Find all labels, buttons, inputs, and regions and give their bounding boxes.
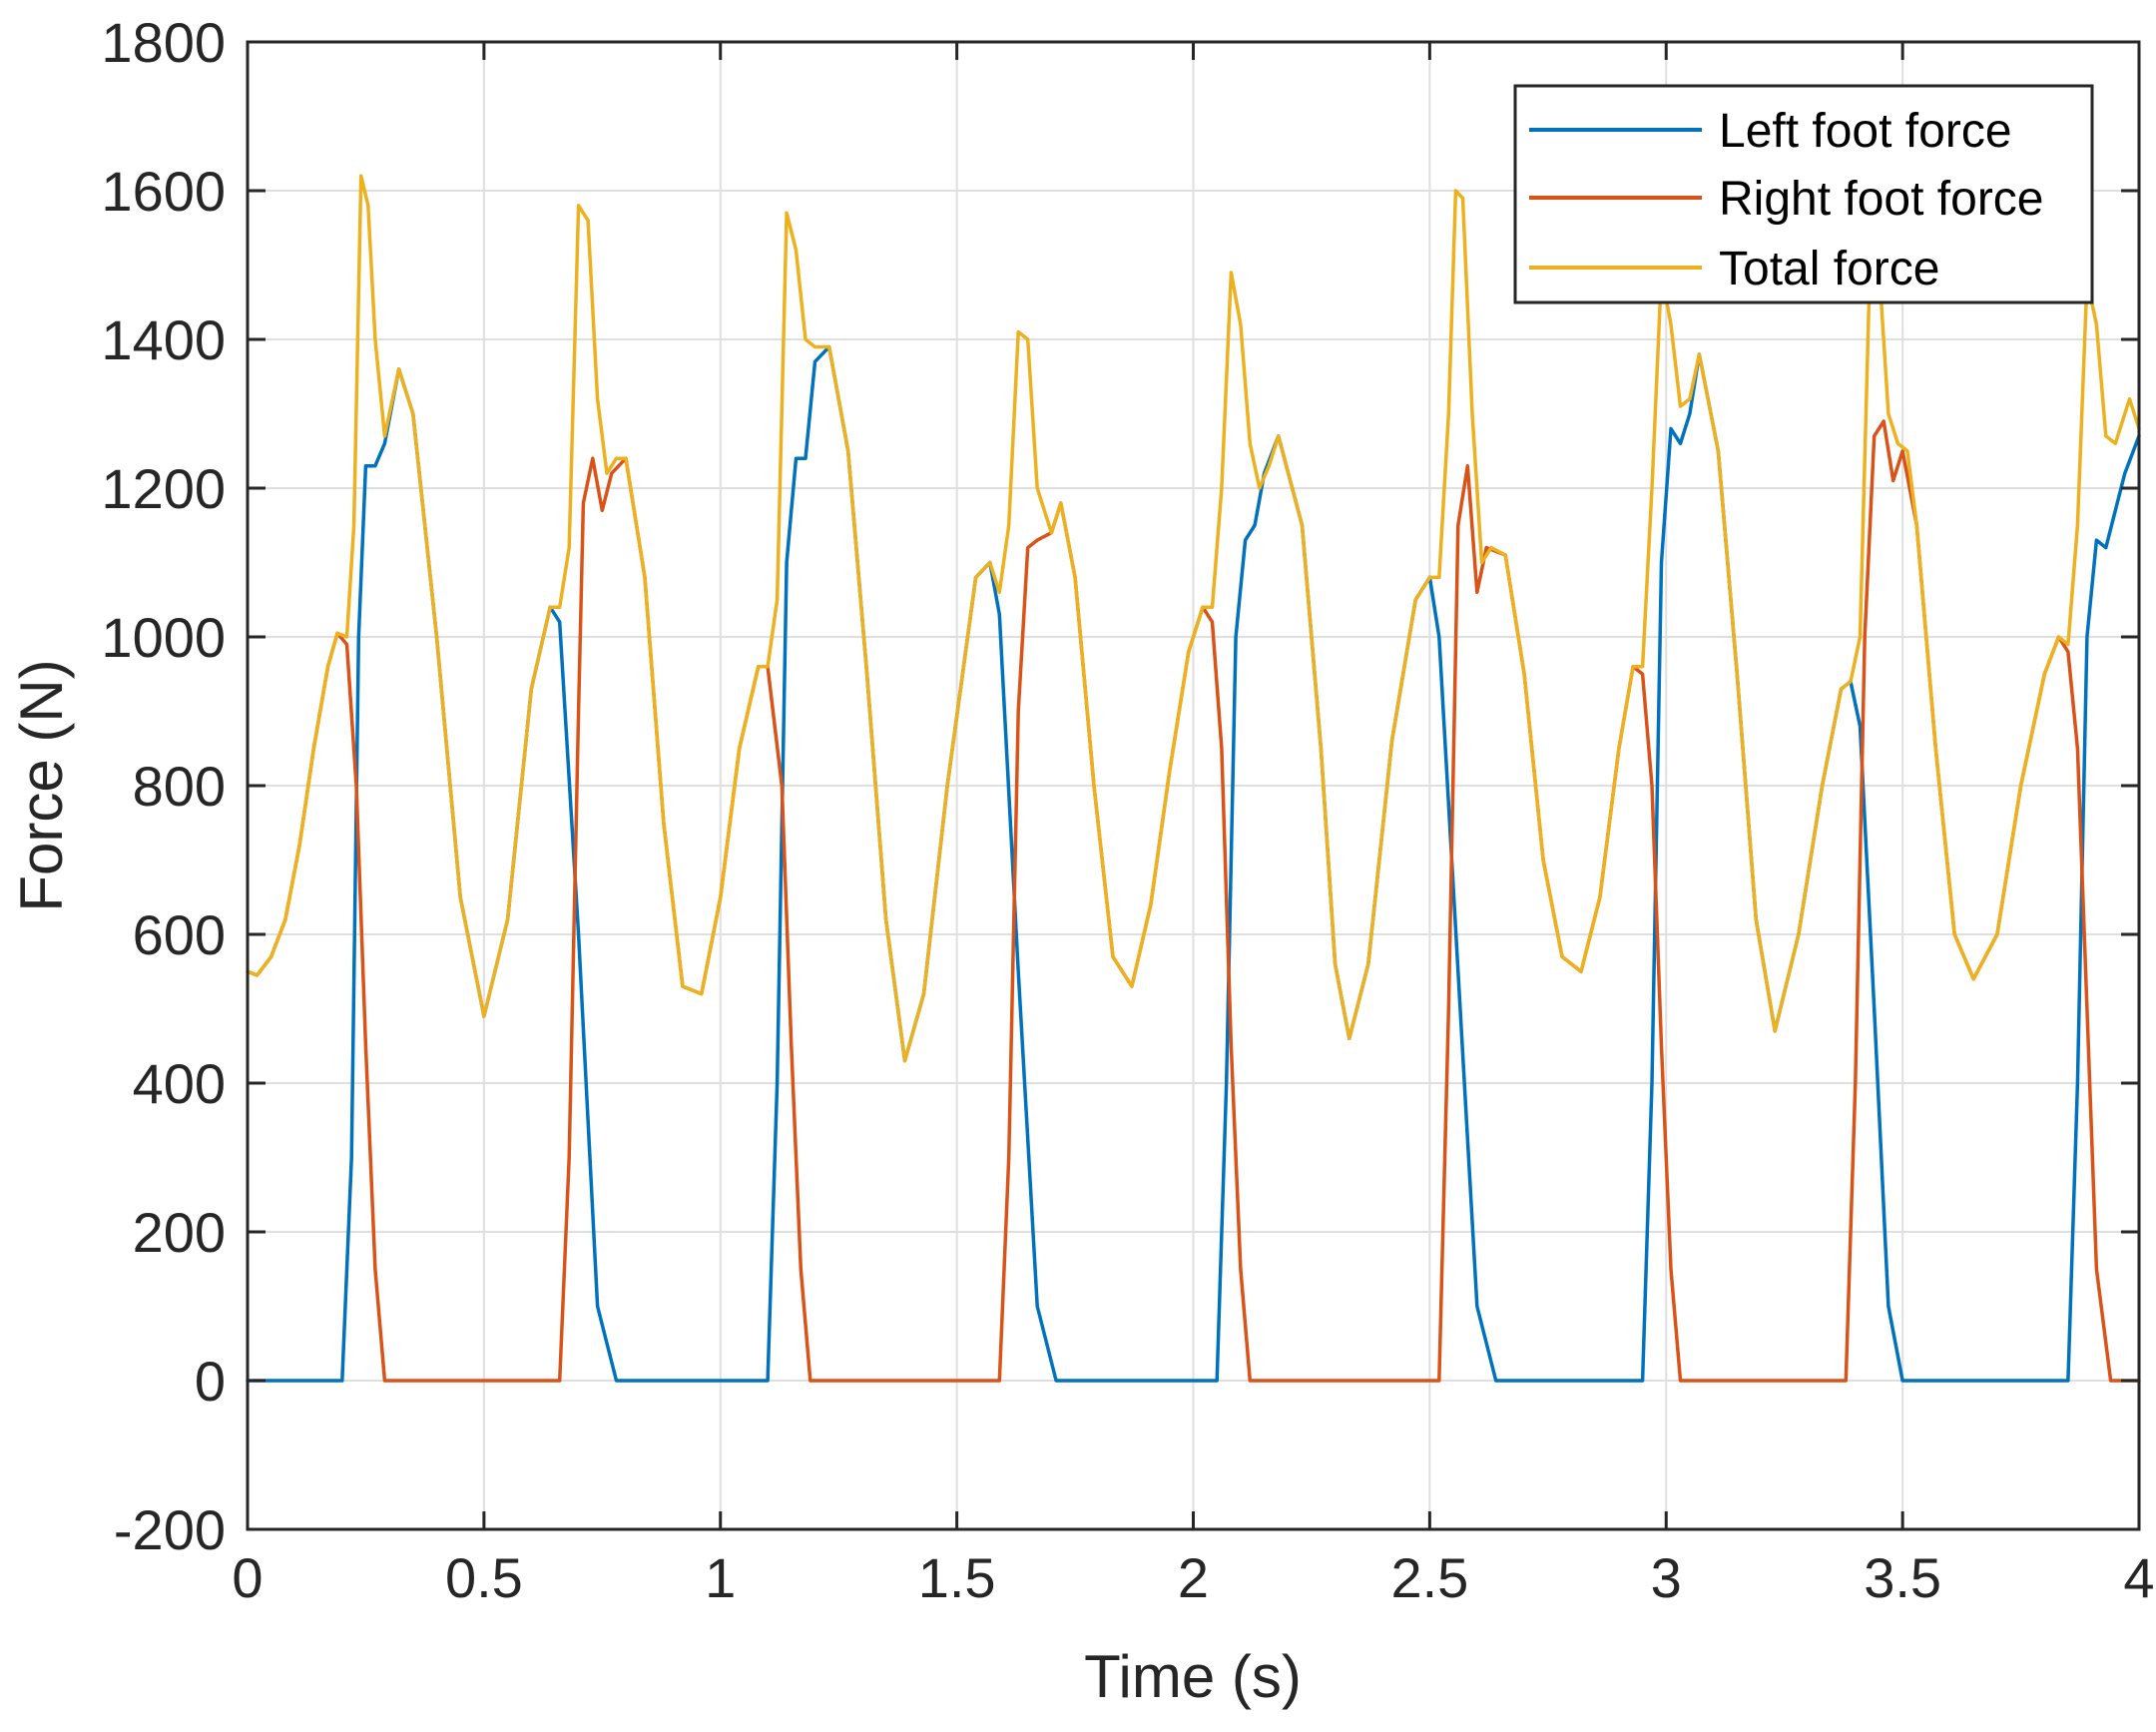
legend-label-total: Total force <box>1719 243 1939 295</box>
y-tick-label: 600 <box>133 903 226 966</box>
x-tick-label: 4 <box>2123 1546 2154 1609</box>
x-tick-label: 1.5 <box>918 1546 996 1609</box>
total-force-line <box>246 174 2141 1063</box>
x-tick-label: 3 <box>1651 1546 1682 1609</box>
x-axis-title: Time (s) <box>1084 1643 1302 1710</box>
ticks <box>246 40 2141 1531</box>
y-tick-label: 0 <box>195 1350 226 1413</box>
x-tick-label: 3.5 <box>1864 1546 1941 1609</box>
x-tick-label: 0.5 <box>445 1546 523 1609</box>
y-tick-label: 200 <box>133 1201 226 1264</box>
y-tick-label: 800 <box>133 755 226 818</box>
y-tick-label: 1600 <box>101 160 226 223</box>
y-tick-label: 1200 <box>101 457 226 520</box>
y-tick-label: 400 <box>133 1052 226 1115</box>
y-tick-label: 1000 <box>101 606 226 669</box>
y-axis-title: Force (N) <box>8 659 75 911</box>
tick-labels: 0 0.5 1 1.5 2 2.5 3 3.5 4-2000200400600800100012… <box>101 11 2154 1609</box>
series-layer <box>246 174 2141 1383</box>
x-tick-label: 2 <box>1178 1546 1209 1609</box>
y-tick-label: -200 <box>114 1498 226 1561</box>
legend: Left foot force Right foot force Total f… <box>1513 84 2094 304</box>
y-tick-label: 1800 <box>101 11 226 74</box>
x-tick-label: 1 <box>705 1546 736 1609</box>
y-tick-label: 1400 <box>101 308 226 371</box>
grid <box>247 41 2140 1530</box>
x-tick-label: 2.5 <box>1390 1546 1468 1609</box>
legend-label-right-foot: Right foot force <box>1719 173 2044 226</box>
legend-box <box>1513 84 2094 304</box>
x-tick-label: 0 <box>232 1546 263 1609</box>
legend-label-left-foot: Left foot force <box>1719 105 2012 158</box>
